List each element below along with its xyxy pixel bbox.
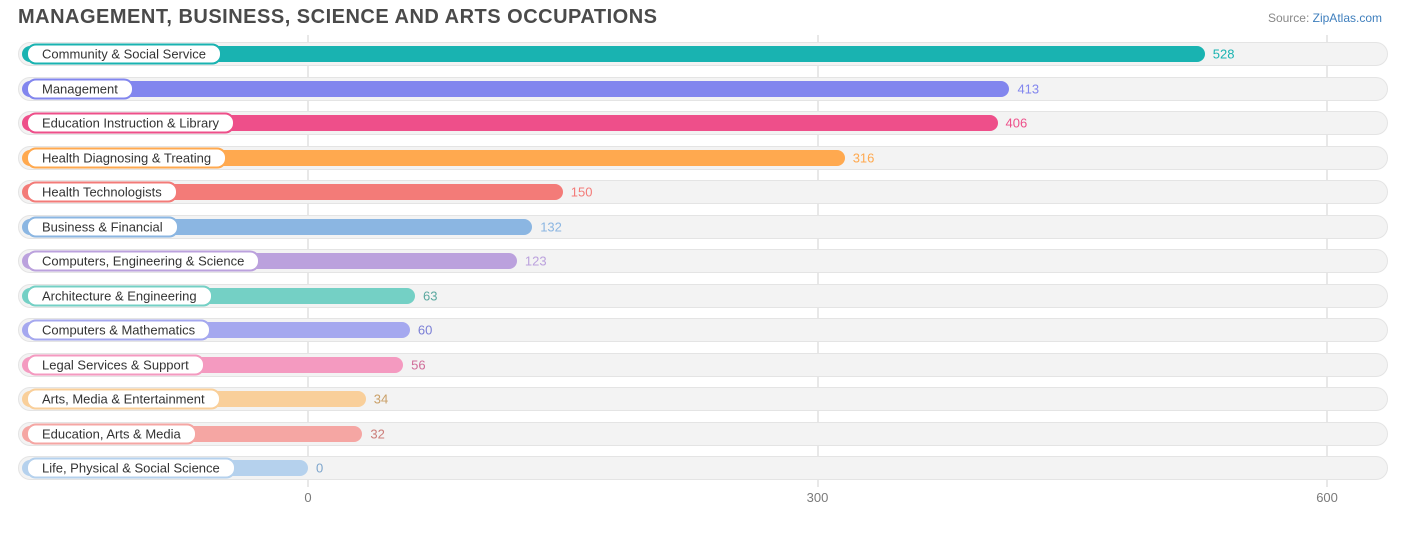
bar-value-label: 528 [1205,47,1235,62]
bar-category-label: Health Diagnosing & Treating [26,147,227,168]
bar-category-label: Architecture & Engineering [26,285,213,306]
bar-category-label: Business & Financial [26,216,179,237]
axis-tick-label: 300 [807,490,829,505]
bar-value-label: 34 [366,392,388,407]
bar-row: Management 413 [18,72,1388,107]
bar-value-label: 406 [998,116,1028,131]
source-attribution: Source: ZipAtlas.com [1268,11,1382,25]
bar-fill [22,81,1009,97]
bar-value-label: 63 [415,288,437,303]
chart-plot: Community & Social Service 528 Management 4… [18,35,1388,515]
bar-category-label: Arts, Media & Entertainment [26,389,221,410]
bars-container: Community & Social Service 528 Management 4… [18,35,1388,486]
bar-value-label: 316 [845,150,875,165]
chart-header: MANAGEMENT, BUSINESS, SCIENCE AND ARTS O… [0,0,1406,31]
bar-row: Architecture & Engineering 63 [18,279,1388,314]
bar-row: Business & Financial 132 [18,210,1388,245]
bar-category-label: Health Technologists [26,182,178,203]
bar-value-label: 32 [362,426,384,441]
bar-category-label: Legal Services & Support [26,354,205,375]
bar-row: Health Technologists 150 [18,175,1388,210]
bar-row: Life, Physical & Social Science 0 [18,451,1388,486]
bar-value-label: 123 [517,254,547,269]
bar-row: Education, Arts & Media 32 [18,417,1388,452]
bar-value-label: 56 [403,357,425,372]
bar-category-label: Education, Arts & Media [26,423,197,444]
bar-category-label: Computers, Engineering & Science [26,251,260,272]
bar-category-label: Education Instruction & Library [26,113,235,134]
bar-value-label: 0 [308,461,323,476]
bar-row: Computers & Mathematics 60 [18,313,1388,348]
bar-value-label: 132 [532,219,562,234]
bar-value-label: 413 [1009,81,1039,96]
bar-category-label: Computers & Mathematics [26,320,211,341]
source-label: Source: [1268,11,1309,25]
axis-tick-label: 600 [1316,490,1338,505]
bar-category-label: Management [26,78,134,99]
bar-row: Legal Services & Support 56 [18,348,1388,383]
bar-category-label: Life, Physical & Social Science [26,458,236,479]
chart-area: Community & Social Service 528 Management 4… [0,31,1406,515]
bar-value-label: 60 [410,323,432,338]
bar-row: Arts, Media & Entertainment 34 [18,382,1388,417]
bar-category-label: Community & Social Service [26,44,222,65]
bar-row: Community & Social Service 528 [18,37,1388,72]
bar-row: Health Diagnosing & Treating 316 [18,141,1388,176]
source-link[interactable]: ZipAtlas.com [1313,11,1382,25]
chart-title: MANAGEMENT, BUSINESS, SCIENCE AND ARTS O… [18,6,657,29]
axis-tick-label: 0 [304,490,311,505]
bar-value-label: 150 [563,185,593,200]
x-axis: 0 300 600 [18,490,1388,514]
bar-row: Education Instruction & Library 406 [18,106,1388,141]
bar-row: Computers, Engineering & Science 123 [18,244,1388,279]
